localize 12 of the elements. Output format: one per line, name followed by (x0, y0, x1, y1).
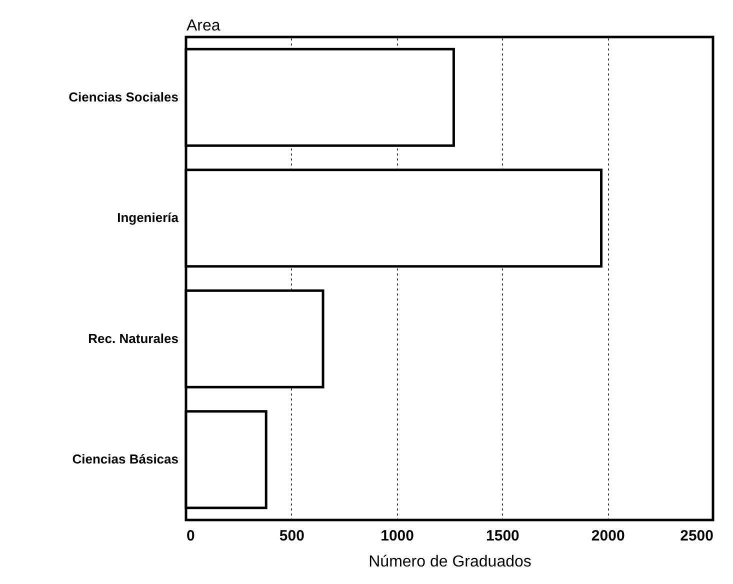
x-tick-label: 500 (279, 528, 304, 544)
y-tick-label: Rec. Naturales (88, 330, 178, 346)
y-tick-label: Ciencias Sociales (68, 89, 178, 104)
y-tick-label: Ingeniería (117, 210, 180, 226)
x-tick-label: 2000 (591, 528, 625, 544)
y-tick-label: Ciencias Básicas (72, 452, 178, 467)
x-tick-label: 2500 (680, 528, 714, 544)
x-tick-label: 1000 (380, 528, 414, 544)
x-tick-label: 0 (186, 528, 195, 544)
x-axis-title: Número de Graduados (368, 554, 532, 570)
x-tick-label: 1500 (486, 528, 520, 544)
y-axis-title: Area (186, 18, 220, 34)
